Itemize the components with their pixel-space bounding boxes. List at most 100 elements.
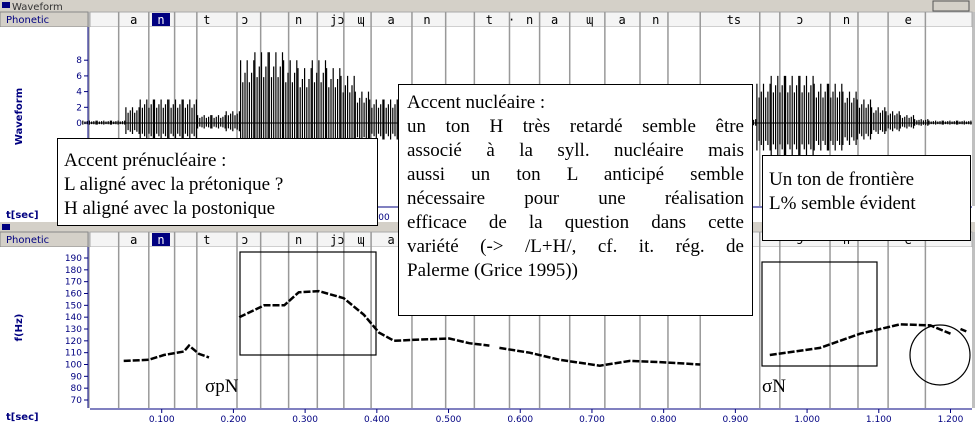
note-line: Un ton de frontière <box>769 169 915 190</box>
waveform-segment <box>268 52 284 173</box>
phone-label: ɔ <box>796 13 803 27</box>
y-tick-label: 190 <box>65 254 82 264</box>
note-heading: Accent prénucléaire : <box>64 150 227 171</box>
window-icon <box>2 2 10 8</box>
waveform-segment <box>369 99 384 140</box>
x-tick-label: 0.900 <box>722 415 748 425</box>
waveform-segment <box>168 99 183 140</box>
phone-label: ɰ <box>357 233 364 247</box>
waveform-segment <box>110 120 126 125</box>
syllable-marker: σpN <box>205 376 239 397</box>
boundary-circle <box>909 324 971 386</box>
note-line: H aligné avec la postonique <box>64 198 276 219</box>
waveform-segment <box>383 99 398 140</box>
note-line: efficace de la question dans cette <box>407 212 744 233</box>
waveform-segment <box>197 115 212 129</box>
y-tick-label: 150 <box>65 301 82 311</box>
note-line: aussi un ton L anticipé semble <box>407 164 744 185</box>
phone-label: n <box>157 233 164 247</box>
phone-label: a <box>551 13 558 27</box>
waveform-segment <box>254 52 269 173</box>
note-line: nécessaire pour une réalisation <box>407 188 744 209</box>
waveform-segment <box>340 75 355 156</box>
waveform-segment <box>354 91 370 145</box>
x-tick-label: 1.200 <box>938 415 964 425</box>
waveform-segment <box>885 111 900 132</box>
phone-label: jɔ <box>330 13 344 27</box>
phone-label: n <box>652 13 659 27</box>
y-tick-label: 80 <box>71 384 83 394</box>
phone-label: ɔ <box>241 13 248 27</box>
y-tick-label: 100 <box>65 361 82 371</box>
note-line: L% semble évident <box>769 193 916 214</box>
y-tick-label: 130 <box>65 325 82 335</box>
y-tick-label: 170 <box>65 278 82 288</box>
waveform-segment <box>153 99 169 140</box>
y-tick-label: 6 <box>76 72 82 82</box>
phone-label: ɔ <box>241 233 248 247</box>
waveform-segment <box>211 115 226 129</box>
tier-label: Phonetic <box>6 235 49 246</box>
phone-label: n <box>157 13 164 27</box>
phone-label: a <box>618 13 625 27</box>
prenuclear-frame <box>239 251 377 356</box>
time-axis-label: t[sec] <box>6 412 39 423</box>
waveform-segment <box>899 115 915 129</box>
x-tick-label: 1.100 <box>866 415 892 425</box>
y-tick-label: 4 <box>76 88 82 98</box>
x-tick-label: 0.300 <box>292 415 318 425</box>
note-line: L aligné avec la prétonique ? <box>64 174 284 195</box>
y-tick-label: 70 <box>71 396 83 406</box>
selected-phone <box>151 233 170 246</box>
waveform-segment <box>871 107 886 134</box>
plot-label-area <box>0 247 88 408</box>
note-line: Palerme (Grice 1995)) <box>407 260 578 281</box>
y-tick-label: 140 <box>65 313 82 323</box>
waveform-segment <box>942 120 958 125</box>
phone-label: t <box>203 13 210 27</box>
waveform-segment <box>283 60 298 167</box>
y-tick-label: 160 <box>65 290 82 300</box>
note-line: variété (-> /L+H/, cf. it. rég. de <box>407 236 744 257</box>
waveform-segment <box>756 83 771 151</box>
boundary-note: Un ton de frontière L% semble évident <box>762 155 971 241</box>
waveform-segment <box>297 68 312 162</box>
y-tick-label: 90 <box>71 372 83 382</box>
x-tick-label: 0.200 <box>221 415 247 425</box>
x-tick-label: 0.500 <box>436 415 462 425</box>
y-tick-label: 180 <box>65 266 82 276</box>
y-axis-label: f(Hz) <box>14 314 25 342</box>
waveform-segment <box>842 91 857 145</box>
phone-label: n <box>423 13 430 27</box>
prenuclear-note: Accent prénucléaire : L aligné avec la p… <box>57 138 378 226</box>
phone-label: n <box>295 13 302 27</box>
y-tick-label: 2 <box>76 103 82 113</box>
y-tick-label: 0 <box>76 119 82 129</box>
waveform-segment <box>240 60 255 167</box>
phone-label: e <box>905 13 912 27</box>
phone-label: ɰ <box>586 13 593 27</box>
waveform-segment <box>311 60 327 167</box>
selected-phone <box>151 13 170 26</box>
phone-label: ts <box>727 13 741 27</box>
waveform-segment <box>928 120 943 125</box>
window-icon <box>2 224 10 230</box>
phone-label: a <box>388 13 395 27</box>
phone-label: n <box>526 13 533 27</box>
waveform-segment <box>799 75 814 156</box>
x-tick-label: 0.700 <box>579 415 605 425</box>
phone-label: jɔ <box>330 233 344 247</box>
waveform-segment <box>182 99 197 140</box>
y-tick-label: 120 <box>65 337 82 347</box>
phone-label: · <box>508 13 515 27</box>
time-axis-label: t[sec] <box>6 210 39 221</box>
note-line: un ton H très retardé semble être <box>407 116 744 137</box>
waveform-segment <box>96 120 111 125</box>
waveform-segment <box>125 107 140 134</box>
title-bar <box>0 0 975 12</box>
x-tick-label: 1.000 <box>794 415 820 425</box>
tier-label: Phonetic <box>6 15 49 26</box>
syllable-marker: σN <box>762 376 786 397</box>
waveform-segment <box>139 99 154 140</box>
note-line: associé à la syll. nucléaire mais <box>407 140 744 161</box>
